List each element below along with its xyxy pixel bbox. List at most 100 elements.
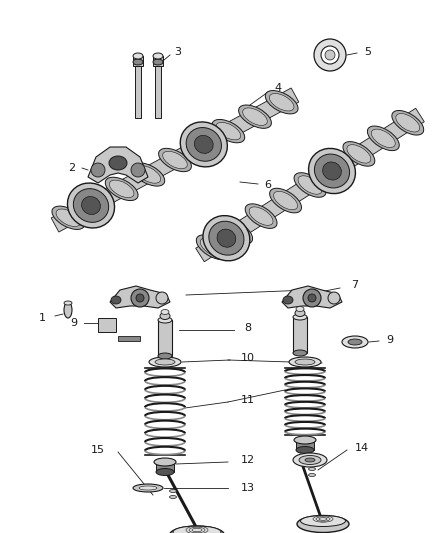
- Ellipse shape: [158, 317, 172, 323]
- Ellipse shape: [159, 148, 191, 172]
- Ellipse shape: [161, 310, 169, 314]
- Ellipse shape: [348, 339, 362, 345]
- Ellipse shape: [308, 473, 315, 477]
- Ellipse shape: [217, 229, 236, 247]
- Ellipse shape: [245, 204, 277, 229]
- Ellipse shape: [156, 469, 174, 475]
- Ellipse shape: [200, 238, 224, 256]
- Ellipse shape: [170, 496, 177, 498]
- Ellipse shape: [305, 458, 315, 462]
- Ellipse shape: [81, 197, 100, 214]
- Text: 13: 13: [241, 483, 255, 493]
- Ellipse shape: [289, 357, 321, 367]
- Polygon shape: [110, 286, 170, 308]
- Bar: [293, 317, 307, 353]
- Text: 5: 5: [364, 47, 371, 57]
- Ellipse shape: [180, 122, 227, 167]
- Ellipse shape: [189, 137, 214, 155]
- Ellipse shape: [133, 59, 143, 65]
- Text: 15: 15: [91, 445, 105, 455]
- Ellipse shape: [133, 484, 163, 492]
- Ellipse shape: [243, 108, 267, 125]
- Ellipse shape: [216, 123, 240, 140]
- Text: 4: 4: [275, 83, 282, 93]
- Ellipse shape: [347, 144, 371, 163]
- Ellipse shape: [155, 359, 175, 365]
- Ellipse shape: [296, 447, 314, 454]
- Ellipse shape: [225, 222, 249, 241]
- Ellipse shape: [396, 114, 420, 132]
- Ellipse shape: [342, 336, 368, 348]
- Bar: [153, 56, 163, 66]
- Ellipse shape: [322, 160, 346, 179]
- Ellipse shape: [132, 163, 165, 186]
- Ellipse shape: [139, 486, 157, 490]
- Text: 9: 9: [386, 335, 394, 345]
- Ellipse shape: [293, 453, 327, 467]
- Ellipse shape: [153, 59, 163, 65]
- Ellipse shape: [343, 142, 375, 166]
- Polygon shape: [51, 88, 299, 232]
- Circle shape: [328, 292, 340, 304]
- Ellipse shape: [299, 456, 321, 464]
- Ellipse shape: [160, 312, 170, 319]
- Ellipse shape: [83, 195, 107, 212]
- Ellipse shape: [162, 151, 187, 169]
- Ellipse shape: [274, 191, 297, 210]
- Ellipse shape: [196, 235, 228, 260]
- Circle shape: [131, 289, 149, 307]
- Text: 11: 11: [241, 395, 255, 405]
- Text: 7: 7: [351, 280, 359, 290]
- Ellipse shape: [283, 296, 293, 304]
- Polygon shape: [196, 108, 424, 262]
- Ellipse shape: [297, 515, 349, 532]
- Circle shape: [314, 39, 346, 71]
- Ellipse shape: [367, 126, 399, 151]
- Bar: [158, 320, 172, 356]
- Text: 2: 2: [68, 163, 76, 173]
- Ellipse shape: [185, 134, 218, 157]
- Ellipse shape: [111, 296, 121, 304]
- Ellipse shape: [300, 515, 346, 527]
- Ellipse shape: [212, 119, 245, 143]
- Ellipse shape: [296, 306, 304, 311]
- Ellipse shape: [136, 166, 161, 183]
- Ellipse shape: [294, 173, 326, 197]
- Text: 12: 12: [241, 455, 255, 465]
- Ellipse shape: [308, 467, 315, 471]
- Ellipse shape: [295, 310, 305, 317]
- Text: 1: 1: [39, 313, 46, 323]
- Ellipse shape: [392, 110, 424, 135]
- Ellipse shape: [153, 53, 163, 59]
- Ellipse shape: [56, 209, 81, 227]
- Ellipse shape: [73, 189, 109, 222]
- Ellipse shape: [64, 302, 72, 318]
- Ellipse shape: [109, 156, 127, 170]
- Ellipse shape: [52, 206, 85, 229]
- Circle shape: [131, 163, 145, 177]
- Ellipse shape: [154, 458, 176, 466]
- Ellipse shape: [294, 436, 316, 444]
- Circle shape: [325, 50, 335, 60]
- Bar: [296, 440, 314, 450]
- Polygon shape: [282, 286, 342, 308]
- Ellipse shape: [173, 526, 221, 533]
- Ellipse shape: [308, 148, 356, 193]
- Ellipse shape: [170, 526, 225, 533]
- Circle shape: [156, 292, 168, 304]
- Ellipse shape: [269, 93, 294, 111]
- Ellipse shape: [209, 221, 244, 255]
- Bar: [118, 336, 140, 341]
- Ellipse shape: [270, 188, 301, 213]
- Ellipse shape: [133, 53, 143, 59]
- Ellipse shape: [293, 350, 307, 356]
- Circle shape: [136, 294, 144, 302]
- Ellipse shape: [158, 353, 172, 359]
- Ellipse shape: [314, 154, 350, 188]
- Text: 14: 14: [355, 443, 369, 453]
- Ellipse shape: [149, 357, 181, 367]
- Text: 8: 8: [244, 323, 251, 333]
- Ellipse shape: [78, 192, 111, 215]
- Bar: [155, 66, 161, 118]
- Ellipse shape: [170, 489, 177, 492]
